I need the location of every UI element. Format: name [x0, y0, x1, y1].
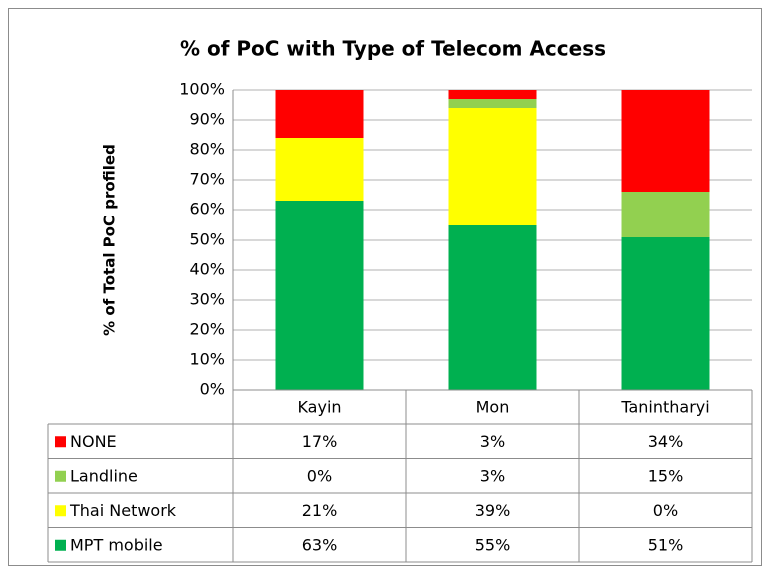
- bar-segment: [621, 90, 710, 192]
- data-label: 39%: [475, 501, 511, 520]
- legend-swatch: [55, 436, 66, 448]
- data-label: 21%: [302, 501, 338, 520]
- bar-segment: [275, 201, 364, 390]
- data-label: 34%: [648, 432, 684, 451]
- x-tick-label: Tanintharyi: [620, 398, 709, 417]
- bar-segment: [621, 237, 710, 390]
- data-label: 17%: [302, 432, 338, 451]
- bar-segment: [448, 225, 537, 390]
- legend-label: MPT mobile: [70, 535, 163, 554]
- bar-segment: [448, 99, 537, 108]
- y-tick-label: 40%: [189, 260, 225, 279]
- data-label: 3%: [480, 466, 505, 485]
- legend-label: Thai Network: [69, 501, 177, 520]
- legend-swatch: [55, 505, 66, 517]
- data-label: 3%: [480, 432, 505, 451]
- x-tick-label: Kayin: [297, 398, 341, 417]
- data-label: 0%: [307, 466, 332, 485]
- y-tick-label: 20%: [189, 320, 225, 339]
- data-label: 0%: [653, 501, 678, 520]
- y-tick-label: 100%: [179, 80, 225, 99]
- bar-segment: [275, 138, 364, 201]
- y-axis-label: % of Total PoC profiled: [101, 144, 119, 336]
- data-label: 51%: [648, 535, 684, 554]
- y-tick-label: 90%: [189, 110, 225, 129]
- bar-segment: [448, 108, 537, 225]
- legend-swatch: [55, 539, 66, 551]
- data-label: 63%: [302, 535, 338, 554]
- bar-segment: [275, 90, 364, 138]
- y-tick-label: 80%: [189, 140, 225, 159]
- x-tick-label: Mon: [476, 398, 510, 417]
- y-tick-label: 30%: [189, 290, 225, 309]
- y-tick-label: 0%: [200, 380, 225, 399]
- legend-swatch: [55, 470, 66, 482]
- data-label: 15%: [648, 466, 684, 485]
- data-label: 55%: [475, 535, 511, 554]
- bar-segment: [448, 90, 537, 99]
- y-tick-label: 10%: [189, 350, 225, 369]
- y-tick-label: 70%: [189, 170, 225, 189]
- chart-title: % of PoC with Type of Telecom Access: [180, 37, 606, 61]
- y-tick-label: 50%: [189, 230, 225, 249]
- legend-label: Landline: [70, 466, 138, 485]
- legend-label: NONE: [70, 432, 117, 451]
- y-tick-label: 60%: [189, 200, 225, 219]
- bar-segment: [621, 192, 710, 237]
